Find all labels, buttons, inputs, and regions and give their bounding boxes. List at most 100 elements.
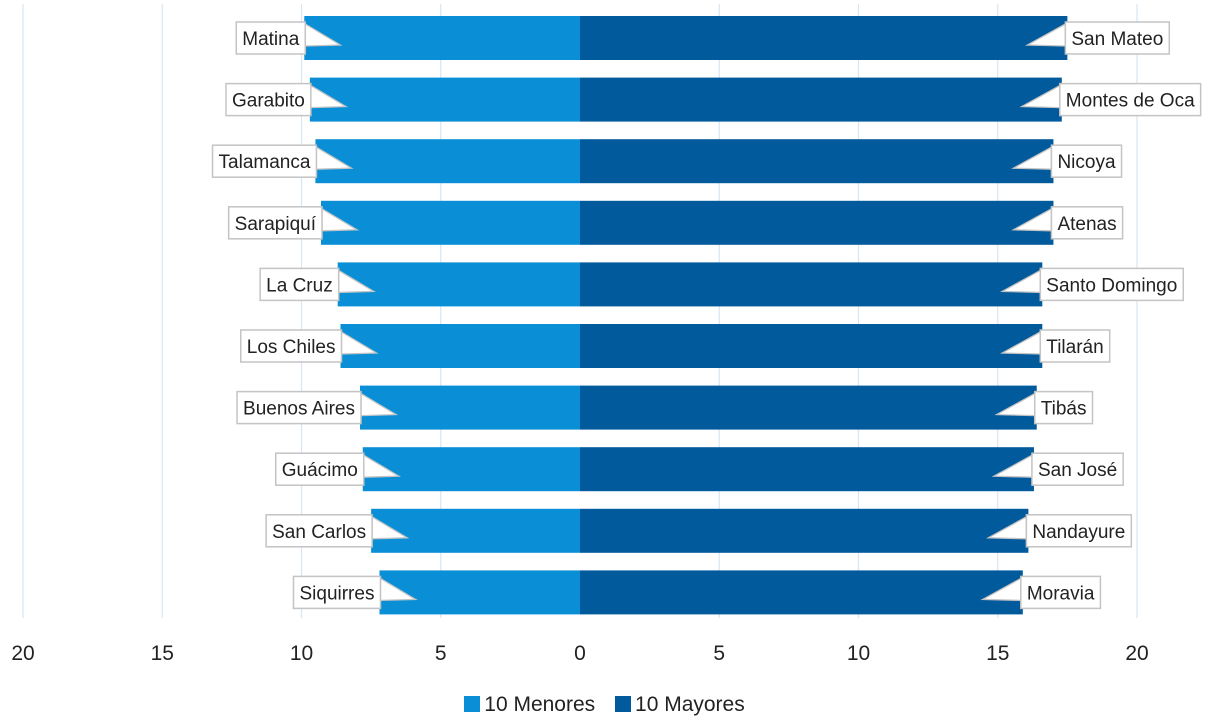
callout-box <box>274 452 365 486</box>
bar-label: Matina <box>242 29 299 50</box>
callout-box <box>259 267 340 302</box>
callout-box <box>227 206 323 240</box>
bar-label: Los Chiles <box>247 337 336 358</box>
bar-label-callout: Moravia <box>980 575 1102 610</box>
bar-label-callout: Garabito <box>225 82 349 117</box>
bar-mayores <box>580 139 1054 184</box>
bar-label-callout: Siquirres <box>292 575 418 610</box>
bars <box>304 16 1068 615</box>
callout-box <box>1033 390 1094 425</box>
bar-mayores <box>580 16 1068 60</box>
bar-mayores <box>580 77 1062 122</box>
callout-box <box>1039 329 1111 363</box>
bar-label-callout: Sarapiquí <box>227 206 360 240</box>
bar-menores <box>304 16 580 60</box>
bar-label: Garabito <box>232 91 305 112</box>
bar-label: San José <box>1038 460 1117 481</box>
bar-label: Buenos Aires <box>243 399 355 420</box>
bar-menores <box>315 139 580 184</box>
callout-box <box>1059 82 1202 117</box>
x-tick-label: 10 <box>847 642 870 665</box>
bar-label-callout: Talamanca <box>211 144 354 178</box>
bar-label-callout: San Carlos <box>265 514 410 548</box>
bar-menores <box>379 570 580 615</box>
bar-label-callout: Guácimo <box>274 452 402 486</box>
legend-label-mayores: 10 Mayores <box>635 693 745 716</box>
x-tick-label: 20 <box>1125 642 1148 665</box>
bar-menores <box>371 508 580 553</box>
callout-box <box>1050 206 1124 240</box>
bar-menores <box>320 200 580 245</box>
callout-box <box>236 390 362 425</box>
bar-label-callout: Nicoya <box>1011 144 1123 178</box>
bar-label-callout: Los Chiles <box>240 329 379 363</box>
bar-mayores <box>580 262 1043 307</box>
callout-box <box>211 144 318 178</box>
callout-box <box>1050 144 1123 178</box>
bar-label: Nandayure <box>1032 522 1125 543</box>
bar-label-callout: San Mateo <box>1024 21 1171 55</box>
bar-label: Nicoya <box>1057 152 1116 173</box>
callout-box <box>225 82 312 117</box>
callout-box <box>265 514 373 548</box>
legend-item-menores: 10 Menores <box>464 693 595 717</box>
bar-label-callout: Buenos Aires <box>236 390 399 425</box>
bar-label: Sarapiquí <box>235 214 317 235</box>
bar-label-callout: San José <box>991 452 1124 486</box>
legend-item-mayores: 10 Mayores <box>615 693 745 717</box>
bar-label: San Mateo <box>1071 29 1163 50</box>
bar-label-callout: Nandayure <box>985 514 1133 548</box>
bar-label: Santo Domingo <box>1046 275 1177 296</box>
x-tick-label: 0 <box>574 642 586 665</box>
x-tick-label: 20 <box>11 642 34 665</box>
bar-label-callout: Atenas <box>1011 206 1124 240</box>
bar-label: Montes de Oca <box>1066 91 1195 112</box>
bar-menores <box>309 77 580 122</box>
callout-box <box>1020 575 1102 610</box>
bar-label-callout: La Cruz <box>259 267 376 302</box>
bar-label: Talamanca <box>219 152 311 173</box>
x-tick-label: 15 <box>986 642 1009 665</box>
bar-menores <box>337 262 580 307</box>
callout-box <box>1064 21 1171 55</box>
x-tick-label: 5 <box>435 642 447 665</box>
x-tick-label: 5 <box>713 642 725 665</box>
bar-label: La Cruz <box>266 275 333 296</box>
bar-label: Moravia <box>1027 583 1095 604</box>
bar-mayores <box>580 508 1029 553</box>
bar-mayores <box>580 385 1037 430</box>
bar-mayores <box>580 200 1054 245</box>
legend-swatch-mayores <box>615 696 632 712</box>
callout-box <box>1025 514 1133 548</box>
bar-menores <box>359 385 580 430</box>
bar-menores <box>362 447 580 492</box>
bar-label-callout: Matina <box>235 21 343 55</box>
bar-label-callout: Santo Domingo <box>999 267 1185 302</box>
bar-mayores <box>580 324 1043 368</box>
callout-box <box>1039 267 1185 302</box>
bar-label: Guácimo <box>282 460 358 481</box>
bar-label: Siquirres <box>299 583 374 604</box>
bar-labels: Matina San Mateo Garabito Montes de Oca Tala… <box>211 21 1202 610</box>
x-tick-label: 15 <box>151 642 174 665</box>
callout-box <box>240 329 343 363</box>
legend: 10 Menores 10 Mayores <box>0 693 1209 717</box>
chart: Matina San Mateo Garabito Montes de Oca Tala… <box>11 4 1202 665</box>
bar-label: Atenas <box>1057 214 1116 235</box>
bar-label-callout: Tilarán <box>999 329 1111 363</box>
bar-label-callout: Montes de Oca <box>1019 82 1202 117</box>
legend-swatch-menores <box>464 696 481 712</box>
bar-label-callout: Tibás <box>994 390 1094 425</box>
callout-box <box>1031 452 1124 486</box>
x-axis-ticks: 20 15 10 5 0 5 10 15 20 <box>11 642 1148 665</box>
callout-box <box>292 575 382 610</box>
x-tick-label: 10 <box>290 642 313 665</box>
legend-label-menores: 10 Menores <box>484 693 596 716</box>
bar-label: Tilarán <box>1046 337 1103 358</box>
bar-label: San Carlos <box>272 522 366 543</box>
callout-box <box>235 21 307 55</box>
bar-mayores <box>580 447 1034 492</box>
bar-mayores <box>580 570 1023 615</box>
bar-label: Tibás <box>1041 399 1087 420</box>
bar-menores <box>340 324 580 368</box>
